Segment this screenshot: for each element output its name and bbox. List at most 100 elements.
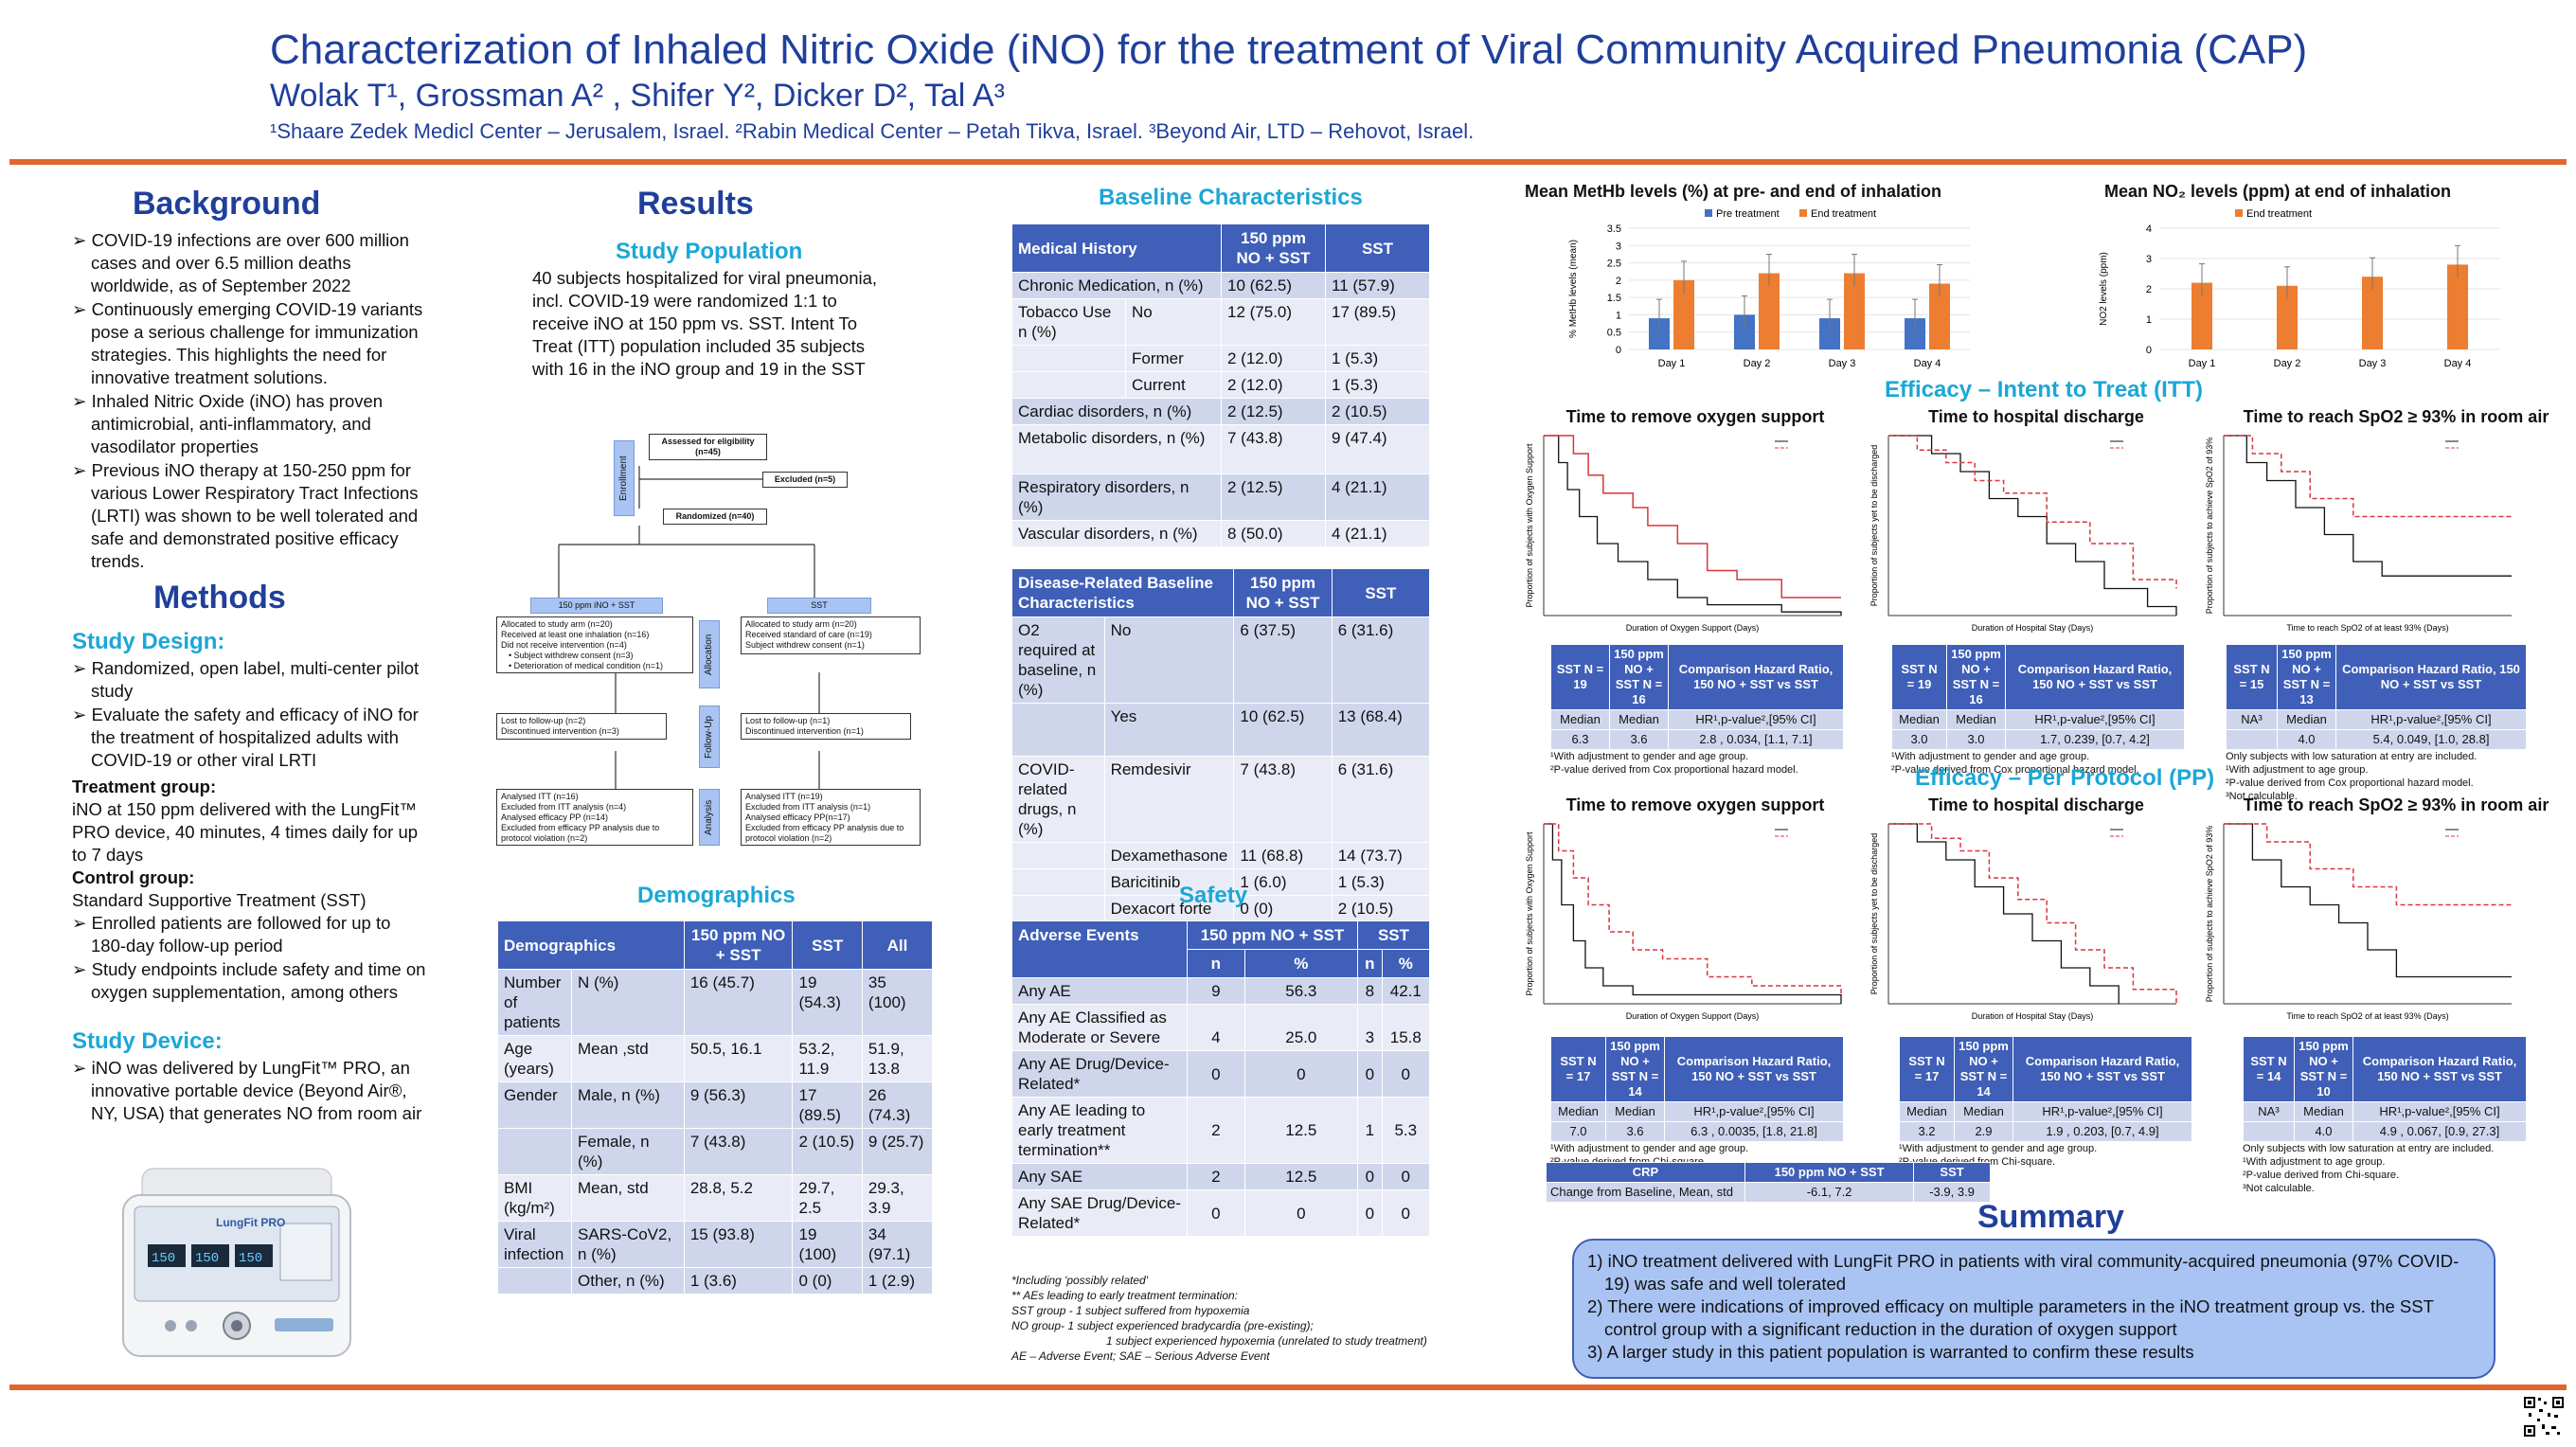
summary-item: 3) A larger study in this patient popula… (1587, 1342, 2194, 1362)
km-curve-sst (1888, 435, 2177, 616)
no2-chart: NO2 levels (ppm) 0 1 2 3 4 Day 1 Day 2 Day 3 Day … (2099, 208, 2500, 369)
device-bullet: iNO was delivered by LungFit™ PRO, an in… (72, 1057, 428, 1125)
table-row: Number of patients N (%) 16 (45.7) 19 (54.3… (497, 969, 934, 1036)
study-population-heading: Study Population (616, 239, 803, 264)
crp-table: CRP 150 ppm NO + SST SST Change from Basel… (1546, 1162, 1991, 1203)
top-divider (9, 159, 2567, 165)
background-heading: Background (133, 186, 321, 222)
y-tick-label: 2 (2146, 284, 2152, 295)
x-tick-label: Day 2 (1744, 358, 1771, 369)
baseline-table: Medical History 150 ppm NO + SST SST Chron… (1011, 223, 1430, 547)
km-curve-sst (2224, 823, 2512, 978)
y-tick-label: 3.5 (1607, 223, 1621, 235)
x-tick-label: Day 2 (2274, 358, 2301, 369)
qr-code[interactable] (2523, 1396, 2565, 1438)
y-tick-label: 0.5 (1607, 328, 1621, 339)
km-curve-ino (2224, 823, 2512, 906)
consort-diagram: Assessed for eligibility (n=45) Excluded… (492, 431, 928, 848)
table-row: Any AE Classified as Moderate or Severe 4… (1011, 1004, 1431, 1051)
x-tick-label: Day 1 (1658, 358, 1686, 369)
itt-heading: Efficacy – Intent to Treat (ITT) (1885, 377, 2204, 402)
consort-assessed: Assessed for eligibility (n=45) (649, 434, 767, 460)
legend-swatch (1705, 209, 1712, 217)
table-row: Dexamethasone 11 (68.8) 14 (73.7) (1011, 842, 1431, 869)
study-design-list: Randomized, open label, multi-center pil… (72, 657, 428, 1005)
legend-label: End treatment (2246, 208, 2312, 220)
summary-item: 2) There were indications of improved ef… (1587, 1296, 2434, 1339)
consort-arm-sst: SST (767, 598, 871, 614)
x-tick-label: Day 3 (1829, 358, 1856, 369)
safety-table: Adverse Events 150 ppm NO + SST SST n% n% A… (1011, 920, 1431, 1237)
y-tick-label: 2 (1616, 276, 1621, 287)
design-bullet: Enrolled patients are followed for up to… (72, 912, 428, 957)
table-row: Yes 10 (62.5) 13 (68.4) (1011, 703, 1431, 757)
bar (1844, 273, 1865, 349)
design-bullet: Randomized, open label, multi-center pil… (72, 657, 428, 703)
background-bullet: COVID-19 infections are over 600 million… (72, 229, 428, 297)
x-tick-label: Day 1 (2189, 358, 2216, 369)
y-axis-label: % MetHb levels (mean) (1568, 240, 1579, 338)
table-row: Metabolic disorders, n (%) 7 (43.8) 9 (47.… (1011, 424, 1430, 474)
baseline-heading: Baseline Characteristics (1099, 185, 1363, 210)
authors: Wolak T¹, Grossman A² , Shifer Y², Dicke… (270, 78, 1005, 114)
x-axis-label: Duration of Hospital Stay (Days) (1972, 1011, 2094, 1021)
pp-c1-stats: SST N = 17 150 ppm NO + SST N = 14 Compari… (1550, 1036, 1863, 1169)
study-population-text: 40 subjects hospitalized for viral pneum… (532, 268, 878, 379)
km-curve-sst (2224, 435, 2512, 577)
km-curve-ino (1544, 823, 1842, 995)
y-tick-label: 1 (1616, 310, 1621, 321)
design-bullet: Study endpoints include safety and time … (72, 958, 428, 1004)
bar (1649, 318, 1670, 349)
table-row: Any AE leading to early treatment termin… (1011, 1097, 1431, 1164)
table-row: Any SAE 2 12.5 0 0 (1011, 1163, 1431, 1190)
pp-c3-stats: SST N = 14 150 ppm NO + SST N = 10 Compari… (2243, 1036, 2555, 1195)
bar (2191, 282, 2212, 349)
y-tick-label: 3 (2146, 254, 2152, 265)
itt-discharge-km-chart: Proportion of subjects yet to be dischar… (1869, 435, 2177, 633)
itt-c2-stats: SST N = 19 150 ppm NO + SST N = 16 Compari… (1891, 644, 2204, 777)
svg-text:150: 150 (152, 1251, 175, 1266)
bar (1734, 314, 1755, 349)
control-text: Standard Supportive Treatment (SST) (72, 890, 367, 910)
x-axis-label: Duration of Oxygen Support (Days) (1626, 623, 1760, 633)
pp-heading: Efficacy – Per Protocol (PP) (1915, 765, 2215, 791)
table-row: Dexacort forte 0 (0) 2 (10.5) (1011, 895, 1431, 922)
bar (2362, 277, 2383, 349)
results-heading: Results (637, 186, 754, 222)
consort-alloc-sst: Allocated to study arm (n=20) Received st… (741, 616, 921, 654)
x-axis-label: Time to reach SpO2 of at least 93% (Days… (2286, 623, 2448, 633)
table-row: Chronic Medication, n (%) 10 (62.5) 11 (57… (1011, 272, 1430, 299)
disease-baseline-table: Disease-Related Baseline Characteristics… (1011, 568, 1431, 922)
consort-an-ino: Analysed ITT (n=16) Excluded from ITT ana… (496, 789, 693, 846)
affiliations: ¹Shaare Zedek Medicl Center – Jerusalem,… (270, 119, 1475, 143)
y-axis-label: Proportion of subjects with Oxygen Suppo… (1525, 443, 1534, 608)
y-axis-label: Proportion of subjects with Oxygen Suppo… (1525, 831, 1534, 996)
y-axis-label: Proportion of subjects to achieve SpO2 o… (2205, 826, 2214, 1003)
summary-heading: Summary (1977, 1199, 2124, 1235)
km-curve-ino (1888, 823, 2177, 1004)
table-row: Other, n (%) 1 (3.6) 0 (0) 1 (2.9) (497, 1267, 934, 1295)
x-axis-label: Duration of Hospital Stay (Days) (1972, 623, 2094, 633)
safety-heading: Safety (1179, 883, 1248, 908)
poster-title: Characterization of Inhaled Nitric Oxide… (270, 27, 2308, 73)
x-axis-label: Duration of Oxygen Support (Days) (1626, 1011, 1760, 1021)
itt-c3-title: Time to reach SpO2 ≥ 93% in room air (2243, 407, 2549, 426)
x-tick-label: Day 4 (1914, 358, 1941, 369)
consort-stage-followup: Follow-Up (699, 706, 720, 768)
y-tick-label: 1 (2146, 314, 2152, 326)
bottom-divider (9, 1384, 2567, 1390)
table-row: O2 required at baseline, n (%) No 6 (37.5)… (1011, 616, 1431, 704)
itt-c2-title: Time to hospital discharge (1928, 407, 2144, 426)
background-bullet: Previous iNO therapy at 150-250 ppm for … (72, 459, 428, 573)
background-list: COVID-19 infections are over 600 million… (72, 229, 428, 574)
bar (2447, 264, 2468, 349)
summary-item: 1) iNO treatment delivered with LungFit … (1587, 1251, 2460, 1294)
itt-oxygen-km-chart: Proportion of subjects with Oxygen Suppo… (1525, 435, 1842, 633)
bar (2277, 285, 2298, 349)
study-device-list: iNO was delivered by LungFit™ PRO, an in… (72, 1057, 428, 1126)
consort-excluded: Excluded (n=5) (762, 472, 848, 488)
itt-spo2-km-chart: Proportion of subjects to achieve SpO2 o… (2205, 435, 2512, 633)
legend-label: End treatment (1811, 208, 1876, 220)
no2-chart-title: Mean NO₂ levels (ppm) at end of inhalati… (2103, 182, 2452, 201)
treatment-text: iNO at 150 ppm delivered with the LungFi… (72, 799, 419, 865)
